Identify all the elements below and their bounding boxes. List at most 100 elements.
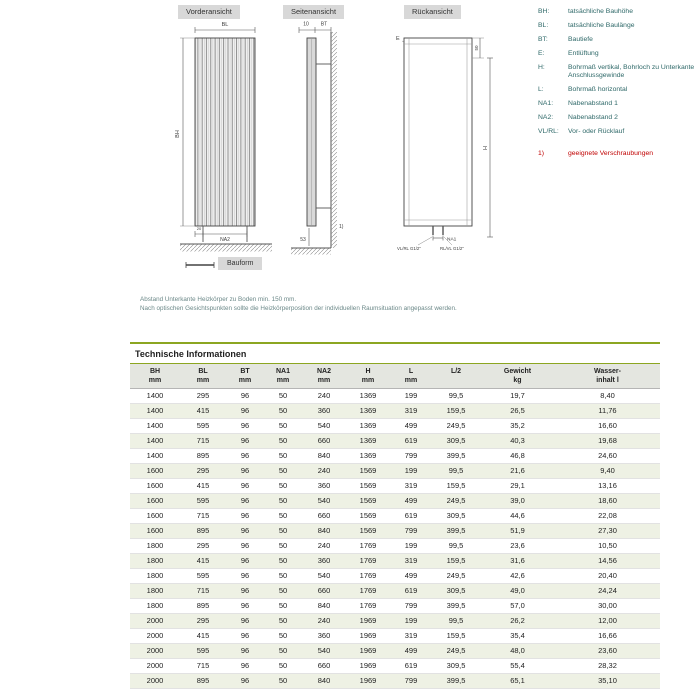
table-cell: 99,5 bbox=[432, 613, 480, 629]
table-row: 1600 415 96 50 360 1569 319 159,5 29,1 13,16 bbox=[130, 478, 660, 494]
table-row: 1600 295 96 50 240 1569 199 99,5 21,6 9,40 bbox=[130, 463, 660, 479]
table-cell: 50 bbox=[264, 673, 302, 689]
table-cell: 619 bbox=[390, 583, 432, 599]
table-cell: 840 bbox=[302, 598, 346, 614]
table-cell: 499 bbox=[390, 493, 432, 509]
table-cell: 799 bbox=[390, 448, 432, 464]
table-cell: 240 bbox=[302, 538, 346, 554]
table-cell: 715 bbox=[180, 433, 226, 449]
floor-clearance-note: Abstand Unterkante Heizkörper zu Boden m… bbox=[140, 295, 457, 313]
table-cell: 249,5 bbox=[432, 418, 480, 434]
table-cell: 99,5 bbox=[432, 463, 480, 479]
table-cell: 540 bbox=[302, 643, 346, 659]
table-cell: 840 bbox=[302, 673, 346, 689]
table-cell: 96 bbox=[226, 628, 264, 644]
table-cell: 199 bbox=[390, 538, 432, 554]
table-cell: 295 bbox=[180, 388, 226, 404]
dim-label-bl: BL bbox=[222, 22, 229, 28]
table-row: 1800 415 96 50 360 1769 319 159,5 31,6 14,56 bbox=[130, 553, 660, 569]
table-cell: 50 bbox=[264, 403, 302, 419]
table-cell: 50 bbox=[264, 568, 302, 584]
legend-item-text: tatsächliche Bauhöhe bbox=[568, 8, 633, 15]
table-cell: 48,0 bbox=[480, 643, 555, 659]
table-cell: 27,30 bbox=[555, 523, 660, 539]
footnote-marker: 1) bbox=[339, 224, 344, 230]
legend-item-abbr: BL: bbox=[538, 21, 549, 29]
table-cell: 249,5 bbox=[432, 568, 480, 584]
table-cell: 18,60 bbox=[555, 493, 660, 509]
table-row: 2000 295 96 50 240 1969 199 99,5 26,2 12,00 bbox=[130, 613, 660, 629]
table-cell: 295 bbox=[180, 463, 226, 479]
table-cell: 96 bbox=[226, 643, 264, 659]
table-cell: 11,76 bbox=[555, 403, 660, 419]
table-cell: 399,5 bbox=[432, 448, 480, 464]
table-cell: 96 bbox=[226, 613, 264, 629]
table-cell: 415 bbox=[180, 553, 226, 569]
table-cell: 1600 bbox=[130, 493, 180, 509]
dim-label-bh: BH bbox=[175, 130, 181, 138]
table-cell: 399,5 bbox=[432, 523, 480, 539]
table-cell: 415 bbox=[180, 478, 226, 494]
table-cell: 1769 bbox=[346, 598, 390, 614]
table-cell: 1769 bbox=[346, 583, 390, 599]
table-header-cell: BT mm bbox=[226, 364, 264, 389]
table-cell: 29,1 bbox=[480, 478, 555, 494]
label-rl-vl: RL/VL G1/2" bbox=[440, 246, 464, 251]
table-cell: 55,4 bbox=[480, 658, 555, 674]
legend-item: L: Bohrmaß horizontal bbox=[538, 86, 698, 94]
table-cell: 619 bbox=[390, 433, 432, 449]
side-view-title: Seitenansicht bbox=[283, 5, 345, 19]
dim-label-na1: NA1 bbox=[447, 237, 457, 243]
legend-item: H: Bohrmaß vertikal, Bohrloch zu Unterkan… bbox=[538, 64, 698, 81]
table-cell: 96 bbox=[226, 493, 264, 509]
legend-item-abbr: H: bbox=[538, 63, 545, 71]
table-cell: 23,60 bbox=[555, 643, 660, 659]
table-cell: 619 bbox=[390, 658, 432, 674]
table-body: 1400 295 96 50 240 1369 199 99,5 19,7 8,40 1400 415… bbox=[130, 388, 660, 689]
table-cell: 1600 bbox=[130, 508, 180, 524]
legend-item-abbr: BH: bbox=[538, 8, 550, 15]
table-cell: 50 bbox=[264, 598, 302, 614]
table-cell: 1369 bbox=[346, 388, 390, 404]
table-cell: 50 bbox=[264, 463, 302, 479]
table-row: 1400 295 96 50 240 1369 199 99,5 19,7 8,40 bbox=[130, 388, 660, 404]
table-cell: 595 bbox=[180, 493, 226, 509]
table-cell: 1800 bbox=[130, 583, 180, 599]
table-cell: 295 bbox=[180, 613, 226, 629]
legend-item-text: Bautiefe bbox=[568, 35, 593, 43]
table-cell: 22,08 bbox=[555, 508, 660, 524]
table-cell: 1800 bbox=[130, 553, 180, 569]
table-row: 1800 895 96 50 840 1769 799 399,5 57,0 30,00 bbox=[130, 598, 660, 614]
table-cell: 96 bbox=[226, 448, 264, 464]
table-cell: 1369 bbox=[346, 418, 390, 434]
table-header-cell: Gewicht kg bbox=[480, 364, 555, 389]
table-cell: 96 bbox=[226, 658, 264, 674]
table-cell: 1600 bbox=[130, 463, 180, 479]
legend-item: BL: tatsächliche Baulänge bbox=[538, 22, 698, 30]
table-cell: 799 bbox=[390, 523, 432, 539]
table-cell: 23,6 bbox=[480, 538, 555, 554]
table-cell: 2000 bbox=[130, 643, 180, 659]
table-cell: 319 bbox=[390, 628, 432, 644]
table-cell: 24,60 bbox=[555, 448, 660, 464]
table-cell: 360 bbox=[302, 478, 346, 494]
table-cell: 1800 bbox=[130, 598, 180, 614]
table-cell: 96 bbox=[226, 538, 264, 554]
table-cell: 715 bbox=[180, 658, 226, 674]
table-cell: 595 bbox=[180, 643, 226, 659]
legend-item: VL/RL: Vor- oder Rücklauf bbox=[538, 128, 698, 136]
table-cell: 49,0 bbox=[480, 583, 555, 599]
table-cell: 309,5 bbox=[432, 583, 480, 599]
table-cell: 24,24 bbox=[555, 583, 660, 599]
legend-item-abbr: VL/RL: bbox=[538, 128, 559, 136]
table-cell: 35,10 bbox=[555, 673, 660, 689]
table-row: 1400 595 96 50 540 1369 499 249,5 35,2 16,60 bbox=[130, 418, 660, 434]
legend-item-abbr: NA2: bbox=[538, 114, 554, 122]
table-cell: 660 bbox=[302, 658, 346, 674]
table-cell: 1969 bbox=[346, 658, 390, 674]
table-cell: 19,68 bbox=[555, 433, 660, 449]
table-cell: 499 bbox=[390, 643, 432, 659]
legend-item: E: Entlüftung bbox=[538, 50, 698, 58]
table-cell: 50 bbox=[264, 478, 302, 494]
